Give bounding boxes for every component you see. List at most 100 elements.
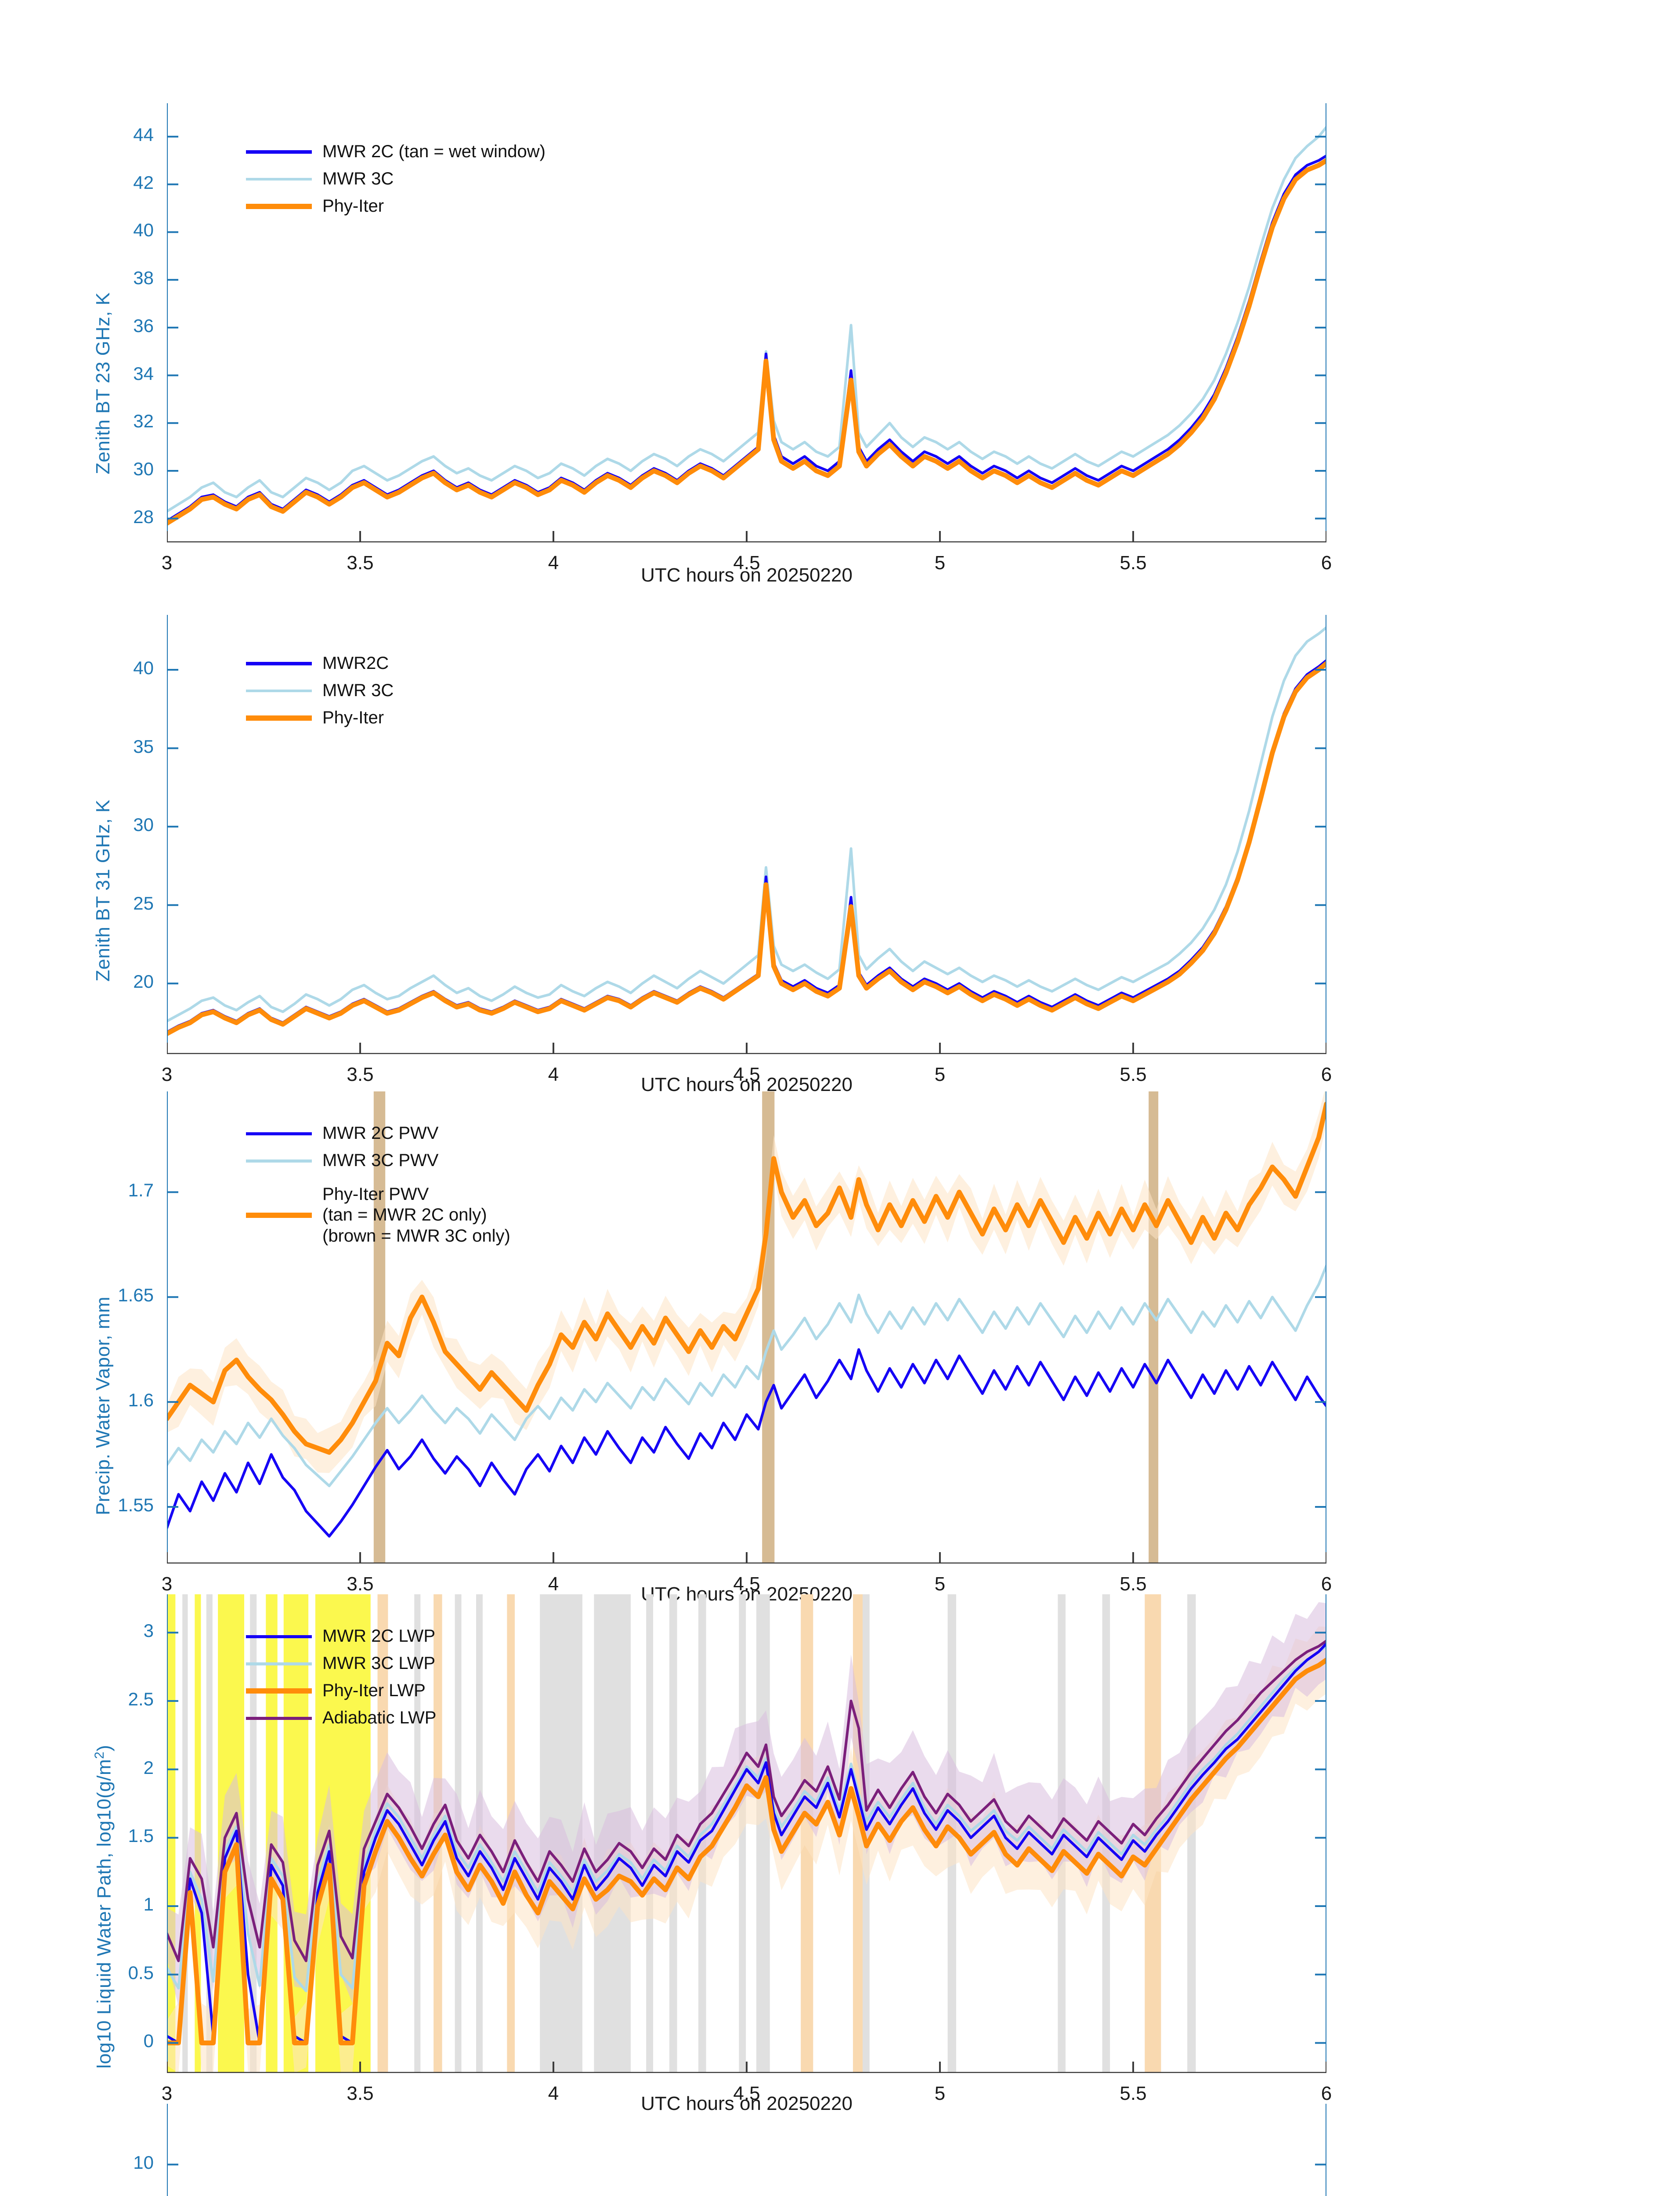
y-tick-label: 35 bbox=[133, 736, 154, 757]
panel4-xlabel: UTC hours on 20250220 bbox=[641, 2093, 853, 2114]
legend-item: MWR 2C PWV bbox=[246, 1120, 510, 1147]
legend-swatch-line bbox=[246, 715, 312, 721]
legend-label: MWR 3C LWP bbox=[322, 1654, 436, 1673]
panel3-legend: MWR 2C PWV MWR 3C PWV Phy-Iter PWV (tan = … bbox=[246, 1120, 510, 1256]
legend-item: MWR 2C (tan = wet window) bbox=[246, 138, 546, 166]
x-tick-label: 5.5 bbox=[1120, 1573, 1147, 1595]
legend-label: MWR 3C bbox=[322, 169, 394, 189]
x-tick-label: 4 bbox=[548, 1064, 559, 1085]
x-tick-label: 6 bbox=[1321, 2083, 1332, 2104]
legend-item: MWR 2C LWP bbox=[246, 1623, 436, 1650]
yellow-band-5 bbox=[283, 1594, 309, 2073]
x-tick-label: 3.5 bbox=[347, 552, 374, 574]
x-tick-label: 3.5 bbox=[347, 1573, 374, 1595]
legend-swatch-line bbox=[246, 1635, 312, 1638]
series-mwr-2c-lwp bbox=[167, 1642, 1326, 2044]
panel-mwr-phy-iter-dq-flag: MWR Phy Iter DQ Flag 0246810 33.544.555.… bbox=[0, 2038, 1680, 2196]
legend-swatch-line bbox=[246, 1688, 312, 1694]
legend-swatch-line bbox=[246, 662, 312, 665]
panel-zenith-bt-23ghz: Zenith BT 23 GHz, K 28 30 32 34 36 38 40 42 44 3… bbox=[0, 0, 1680, 615]
x-tick-label: 5 bbox=[934, 1064, 946, 1085]
y-tick-label: 44 bbox=[133, 124, 154, 145]
y-tick-label: 30 bbox=[133, 458, 154, 479]
series-adiabatic-lwp bbox=[167, 1639, 1326, 1962]
legend-item: MWR 3C bbox=[246, 166, 546, 193]
legend-label: MWR 2C PWV bbox=[322, 1123, 439, 1143]
y-tick-label: 3 bbox=[143, 1620, 154, 1641]
legend-item: Phy-Iter PWV (tan = MWR 2C only) (brown … bbox=[246, 1174, 510, 1256]
x-tick-label: 4.5 bbox=[733, 1064, 760, 1085]
legend-item: MWR 3C PWV bbox=[246, 1147, 510, 1174]
panel5-plot-area bbox=[167, 2104, 1326, 2196]
y-tick-label: 30 bbox=[133, 814, 154, 835]
gray-band-15 bbox=[739, 1594, 746, 2073]
legend-swatch-line bbox=[246, 1662, 312, 1665]
legend-label: MWR 3C bbox=[322, 681, 394, 701]
y-tick-label: 1.6 bbox=[128, 1390, 154, 1411]
y-tick-label: 2.5 bbox=[128, 1688, 154, 1709]
gray-band-16 bbox=[756, 1594, 770, 2073]
y-tick-label: 10 bbox=[133, 2152, 154, 2173]
y-tick-label: 40 bbox=[133, 220, 154, 241]
panel4-legend: MWR 2C LWP MWR 3C LWP Phy-Iter LWP Adiabati… bbox=[246, 1623, 436, 1732]
x-tick-label: 4 bbox=[548, 2083, 559, 2104]
y-tick-label: 2 bbox=[143, 1757, 154, 1778]
x-tick-label: 3.5 bbox=[347, 2083, 374, 2104]
x-tick-label: 4 bbox=[548, 552, 559, 574]
series-mwr-3c-lwp bbox=[167, 1645, 1326, 1993]
x-tick-label: 3.5 bbox=[347, 1064, 374, 1085]
legend-item: Phy-Iter LWP bbox=[246, 1677, 436, 1705]
y-tick-label: 1.55 bbox=[118, 1495, 154, 1515]
panel-precip-water-vapor: Precip. Water Vapor, mm 1.55 1.6 1.65 1.7 3… bbox=[0, 1019, 1680, 1634]
legend-label: Phy-Iter PWV (tan = MWR 2C only) (brown … bbox=[322, 1185, 510, 1246]
panel1-xlabel: UTC hours on 20250220 bbox=[641, 564, 853, 586]
y-tick-label: 34 bbox=[133, 363, 154, 384]
y-tick-label: 40 bbox=[133, 657, 154, 678]
x-tick-label: 4 bbox=[548, 1573, 559, 1595]
x-tick-label: 6 bbox=[1321, 1573, 1332, 1595]
y-tick-label: 42 bbox=[133, 172, 154, 193]
uncertainty-band-adiabatic-lwp bbox=[167, 1602, 1326, 2007]
legend-swatch-line bbox=[246, 1159, 312, 1163]
x-tick-label: 4.5 bbox=[733, 1573, 760, 1595]
panel4-ylabel-tail: ) bbox=[93, 1745, 115, 1752]
legend-item: Adiabatic LWP bbox=[246, 1705, 436, 1732]
y-tick-label: 28 bbox=[133, 506, 154, 527]
y-tick-label: 1.65 bbox=[118, 1285, 154, 1306]
series-phy-iter bbox=[167, 158, 1326, 526]
y-tick-label: 20 bbox=[133, 971, 154, 992]
x-tick-label: 3 bbox=[161, 2083, 173, 2104]
legend-item: Phy-Iter bbox=[246, 193, 546, 220]
panel2-xlabel: UTC hours on 20250220 bbox=[641, 1074, 853, 1095]
legend-swatch-line bbox=[246, 1213, 312, 1218]
panel2-legend: MWR2C MWR 3C Phy-Iter bbox=[246, 650, 394, 732]
x-tick-label: 5 bbox=[934, 552, 946, 574]
yellow-band-1 bbox=[167, 1594, 176, 2073]
uncertainty-band-phy-iter-pwv bbox=[167, 1091, 1326, 1473]
x-tick-label: 5 bbox=[934, 1573, 946, 1595]
panel-zenith-bt-31ghz: Zenith BT 31 GHz, K 20 25 30 35 40 3 3.5 4 4.5 5… bbox=[0, 509, 1680, 1124]
panel4-plot-area bbox=[167, 1594, 1326, 2073]
series-phy-iter bbox=[167, 661, 1326, 1037]
legend-item: MWR 3C bbox=[246, 677, 394, 704]
legend-label: MWR 2C LWP bbox=[322, 1626, 436, 1646]
legend-label: Phy-Iter bbox=[322, 196, 384, 216]
series-mwr-3c-pwv bbox=[167, 1264, 1326, 1488]
x-tick-label: 3 bbox=[161, 1573, 173, 1595]
x-tick-label: 4.5 bbox=[733, 552, 760, 574]
x-tick-label: 5.5 bbox=[1120, 2083, 1147, 2104]
legend-swatch-line bbox=[246, 690, 312, 692]
legend-swatch-line bbox=[246, 1132, 312, 1135]
y-tick-label: 32 bbox=[133, 411, 154, 432]
legend-item: Phy-Iter bbox=[246, 704, 394, 732]
series-mwr-2c-pwv bbox=[167, 1348, 1326, 1538]
x-tick-label: 3 bbox=[161, 1064, 173, 1085]
legend-label: MWR 3C PWV bbox=[322, 1151, 439, 1170]
brown-band-1 bbox=[373, 1091, 386, 1564]
y-tick-label: 38 bbox=[133, 267, 154, 289]
panel2-plot-area bbox=[167, 615, 1326, 1054]
x-tick-label: 5.5 bbox=[1120, 1064, 1147, 1085]
panel1-legend: MWR 2C (tan = wet window) MWR 3C Phy-Iter bbox=[246, 138, 546, 220]
legend-label: Phy-Iter LWP bbox=[322, 1681, 426, 1701]
series-phy-iter-lwp bbox=[167, 1658, 1326, 2045]
